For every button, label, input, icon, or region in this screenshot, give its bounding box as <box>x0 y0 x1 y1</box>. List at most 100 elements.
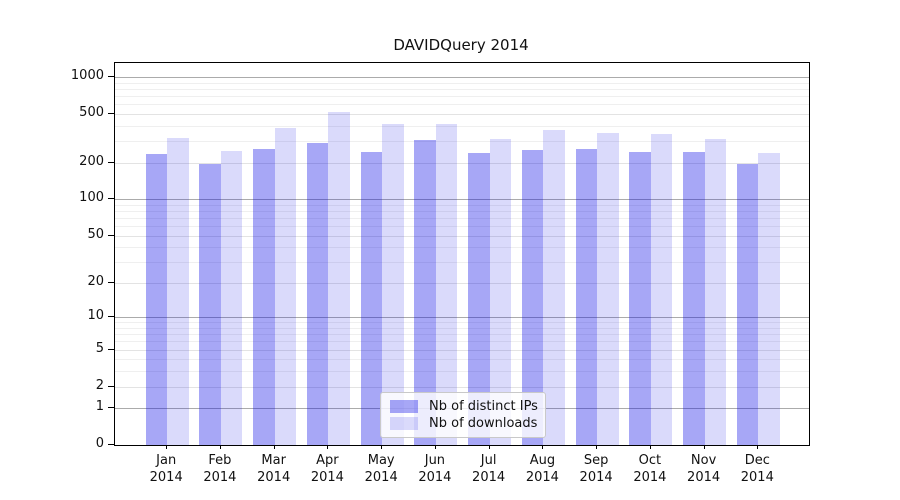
x-tick-label: Nov 2014 <box>687 453 721 485</box>
x-tick-mark <box>381 445 383 449</box>
y-gridline-minor <box>115 371 809 373</box>
bar-distinct-ips <box>360 151 383 445</box>
y-gridline <box>115 282 809 284</box>
y-gridline-minor <box>115 328 809 329</box>
bar-downloads <box>650 134 673 445</box>
y-gridline <box>115 199 809 201</box>
y-tick-label: 50 <box>87 226 104 242</box>
y-tick-mark <box>108 234 114 236</box>
bar-distinct-ips <box>306 142 329 445</box>
y-tick-label: 500 <box>79 104 104 120</box>
y-gridline-minor <box>115 204 809 206</box>
y-tick-label: 100 <box>79 190 104 206</box>
y-gridline-minor <box>115 359 809 361</box>
y-gridline-minor <box>115 322 809 324</box>
x-tick-mark <box>649 445 651 449</box>
y-tick-mark <box>108 407 114 409</box>
x-tick-mark <box>757 445 759 449</box>
y-gridline-minor <box>115 96 809 97</box>
legend-swatch-distinct-ips <box>390 400 418 413</box>
x-tick-mark <box>703 445 705 449</box>
x-tick-label: Dec 2014 <box>740 453 774 485</box>
y-gridline-minor <box>115 217 809 219</box>
x-tick-mark <box>166 445 168 449</box>
x-tick-mark <box>327 445 329 449</box>
chart-title: DAVIDQuery 2014 <box>393 36 529 54</box>
plot-area <box>114 62 810 446</box>
y-tick-mark <box>108 161 114 163</box>
y-tick-label: 1000 <box>70 68 104 83</box>
y-gridline <box>115 77 809 78</box>
y-tick-label: 0 <box>95 436 104 451</box>
bar-distinct-ips <box>253 148 275 445</box>
x-tick-label: May 2014 <box>364 453 398 485</box>
y-gridline <box>115 317 809 319</box>
bar-downloads <box>274 127 297 445</box>
bar-distinct-ips <box>199 164 221 445</box>
x-tick-mark <box>596 445 598 449</box>
bar-downloads <box>758 152 780 445</box>
y-tick-mark <box>108 444 114 445</box>
x-tick-mark <box>219 445 221 449</box>
y-gridline-minor <box>115 88 809 90</box>
bar-distinct-ips <box>736 164 759 445</box>
y-tick-mark <box>108 281 114 283</box>
y-tick-mark <box>108 385 114 387</box>
y-gridline-minor <box>115 341 809 343</box>
y-tick-label: 20 <box>87 273 104 289</box>
x-tick-mark <box>488 445 490 449</box>
x-tick-label: Jun 2014 <box>418 453 452 485</box>
bar-distinct-ips <box>468 153 490 445</box>
y-tick-mark <box>108 316 114 318</box>
bar-distinct-ips <box>521 150 544 445</box>
x-tick-label: Feb 2014 <box>203 453 237 485</box>
legend-item-distinct-ips: Nb of distinct IPs <box>390 399 538 414</box>
y-gridline-minor <box>115 226 809 227</box>
y-tick-label: 2 <box>95 377 104 393</box>
bar-distinct-ips <box>414 139 436 445</box>
y-tick-label: 5 <box>95 340 104 356</box>
y-gridline <box>115 113 809 115</box>
y-gridline-minor <box>115 82 809 84</box>
y-tick-mark <box>108 198 114 200</box>
y-gridline-minor <box>115 125 809 127</box>
bar-downloads <box>435 124 458 445</box>
x-tick-mark <box>273 445 275 449</box>
y-tick-label: 1 <box>95 399 104 415</box>
bar-downloads <box>382 123 404 445</box>
legend-item-downloads: Nb of downloads <box>390 416 538 431</box>
legend: Nb of distinct IPs Nb of downloads <box>380 392 546 438</box>
x-tick-mark <box>542 445 544 449</box>
bar-downloads <box>543 130 565 445</box>
x-tick-label: Aug 2014 <box>525 453 559 485</box>
legend-swatch-downloads <box>390 417 418 430</box>
y-gridline-minor <box>115 247 809 249</box>
y-gridline-minor <box>115 141 809 142</box>
x-tick-label: Jan 2014 <box>149 453 183 485</box>
y-tick-mark <box>108 112 114 114</box>
y-tick-mark <box>108 348 114 350</box>
y-gridline <box>115 235 809 237</box>
x-tick-label: Oct 2014 <box>633 453 667 485</box>
bar-distinct-ips <box>629 152 651 445</box>
x-tick-label: Jul 2014 <box>472 453 506 485</box>
bar-distinct-ips <box>575 148 598 445</box>
legend-label-downloads: Nb of downloads <box>429 416 538 431</box>
y-gridline-minor <box>115 210 809 212</box>
y-tick-label: 200 <box>79 153 104 169</box>
bar-downloads <box>167 137 189 445</box>
x-tick-mark <box>434 445 436 449</box>
bar-downloads <box>704 138 727 445</box>
bar-downloads <box>489 138 512 445</box>
y-gridline <box>115 386 809 388</box>
x-tick-label: Sep 2014 <box>579 453 613 485</box>
bar-distinct-ips <box>145 154 168 445</box>
y-gridline-minor <box>115 104 809 106</box>
bar-downloads <box>328 112 350 445</box>
y-tick-label: 10 <box>87 308 104 324</box>
y-gridline <box>115 162 809 164</box>
y-gridline <box>115 349 809 351</box>
bar-downloads <box>220 150 243 445</box>
legend-label-distinct-ips: Nb of distinct IPs <box>429 399 538 414</box>
